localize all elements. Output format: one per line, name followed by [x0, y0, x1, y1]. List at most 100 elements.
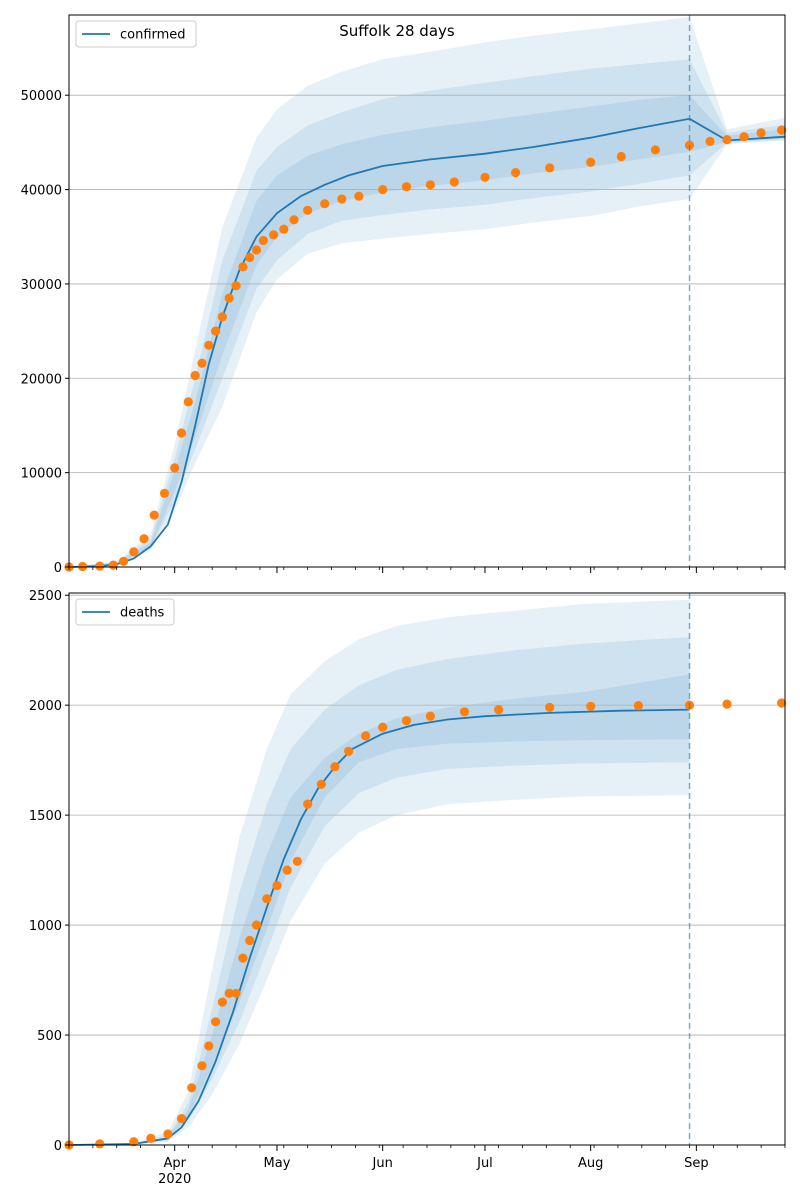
- y-tick-label-40000: 40000: [21, 184, 62, 199]
- observed-point: [204, 340, 214, 350]
- x-tick-label-aug: Aug: [578, 1156, 603, 1171]
- uncertainty-band-3: [69, 674, 690, 1145]
- observed-point: [245, 935, 255, 946]
- observed-point: [425, 180, 435, 190]
- y-tick-label-500: 500: [37, 1029, 62, 1044]
- observed-point: [231, 988, 241, 998]
- observed-point: [217, 997, 227, 1007]
- x-tick-label-jul: Jul: [476, 1156, 493, 1171]
- observed-point: [258, 235, 268, 246]
- observed-point: [269, 230, 279, 240]
- observed-point: [197, 358, 207, 368]
- observed-point: [722, 135, 732, 145]
- observed-point: [282, 865, 292, 875]
- observed-point: [586, 701, 596, 711]
- observed-point: [190, 370, 200, 381]
- observed-point: [163, 1129, 173, 1139]
- observed-point: [231, 281, 241, 291]
- observed-point: [510, 168, 521, 178]
- observed-point: [401, 182, 412, 192]
- observed-point: [245, 252, 255, 263]
- observed-point: [183, 397, 193, 407]
- observed-point: [289, 215, 299, 225]
- observed-point: [777, 125, 787, 135]
- observed-point: [224, 988, 234, 998]
- observed-point: [129, 1137, 139, 1147]
- confirmed-model-line: [68, 117, 786, 568]
- deaths-uncertainty-bands: [69, 599, 690, 1145]
- observed-point: [139, 534, 149, 544]
- observed-point: [586, 157, 596, 167]
- observed-point: [211, 326, 221, 336]
- observed-point: [633, 701, 644, 711]
- y-tick-label-0: 0: [54, 561, 62, 576]
- legend-label-deaths: deaths: [120, 606, 165, 621]
- observed-point: [316, 779, 326, 789]
- observed-point: [95, 1139, 105, 1149]
- y-tick-label-10000: 10000: [21, 467, 62, 482]
- confirmed-observed-markers: [64, 125, 787, 572]
- observed-point: [722, 699, 732, 709]
- observed-point: [378, 185, 388, 195]
- observed-point: [777, 698, 787, 708]
- observed-point: [344, 746, 354, 756]
- observed-point: [292, 856, 302, 866]
- observed-point: [170, 463, 180, 473]
- legend-label-confirmed: confirmed: [120, 28, 186, 43]
- observed-point: [279, 224, 289, 234]
- observed-point: [95, 561, 105, 571]
- x-tick-label-sep: Sep: [684, 1156, 709, 1171]
- observed-point: [330, 762, 340, 772]
- deaths-panel: 0 500 1000 1500 2000 2500 Apr May Jun Jul Aug Sep 20…: [29, 589, 787, 1187]
- observed-point: [739, 132, 749, 142]
- confirmed-axes: 0 10000 20000 30000 40000 50000: [21, 14, 786, 576]
- uncertainty-band-2: [69, 59, 785, 568]
- deaths-legend: deaths: [75, 598, 175, 626]
- x-tick-label-apr: Apr: [163, 1156, 186, 1171]
- observed-point: [449, 177, 459, 187]
- observed-point: [337, 194, 347, 204]
- observed-point: [119, 556, 129, 566]
- deaths-model-line: [68, 708, 690, 1146]
- y-tick-label-0: 0: [54, 1139, 62, 1154]
- uncertainty-band-1: [69, 599, 690, 1145]
- observed-point: [211, 1017, 221, 1027]
- observed-point: [303, 799, 313, 809]
- y-tick-label-2000: 2000: [29, 699, 62, 714]
- observed-point: [545, 163, 555, 173]
- y-tick-label-1500: 1500: [29, 809, 62, 824]
- observed-point: [176, 428, 187, 438]
- x-year-label: 2020: [158, 1172, 191, 1187]
- chart-title: Suffolk 28 days: [339, 22, 455, 40]
- observed-point: [272, 880, 282, 891]
- observed-point: [401, 716, 412, 726]
- observed-point: [425, 711, 435, 721]
- observed-point: [480, 172, 490, 182]
- observed-point: [159, 488, 170, 498]
- y-tick-label-20000: 20000: [21, 372, 62, 387]
- observed-point: [262, 894, 272, 904]
- observed-point: [616, 151, 626, 162]
- observed-point: [650, 145, 661, 155]
- uncertainty-band-1: [69, 16, 785, 567]
- uncertainty-band-2: [69, 637, 690, 1145]
- observed-point: [197, 1061, 207, 1071]
- deaths-observed-markers: [64, 698, 787, 1150]
- observed-point: [129, 547, 139, 557]
- observed-point: [459, 707, 470, 717]
- observed-point: [361, 731, 371, 741]
- observed-point: [545, 702, 555, 713]
- observed-point: [494, 705, 504, 715]
- observed-point: [217, 312, 227, 322]
- y-tick-label-30000: 30000: [21, 278, 62, 293]
- observed-point: [204, 1041, 214, 1051]
- observed-point: [354, 191, 364, 201]
- y-tick-label-1000: 1000: [29, 919, 62, 934]
- observed-point: [146, 1133, 156, 1143]
- confirmed-uncertainty-bands: [69, 16, 785, 568]
- deaths-model-line: [68, 708, 690, 1146]
- confirmed-panel: 0 10000 20000 30000 40000 50000 Suffolk 28 da…: [21, 14, 787, 576]
- confirmed-model-line: [68, 117, 786, 568]
